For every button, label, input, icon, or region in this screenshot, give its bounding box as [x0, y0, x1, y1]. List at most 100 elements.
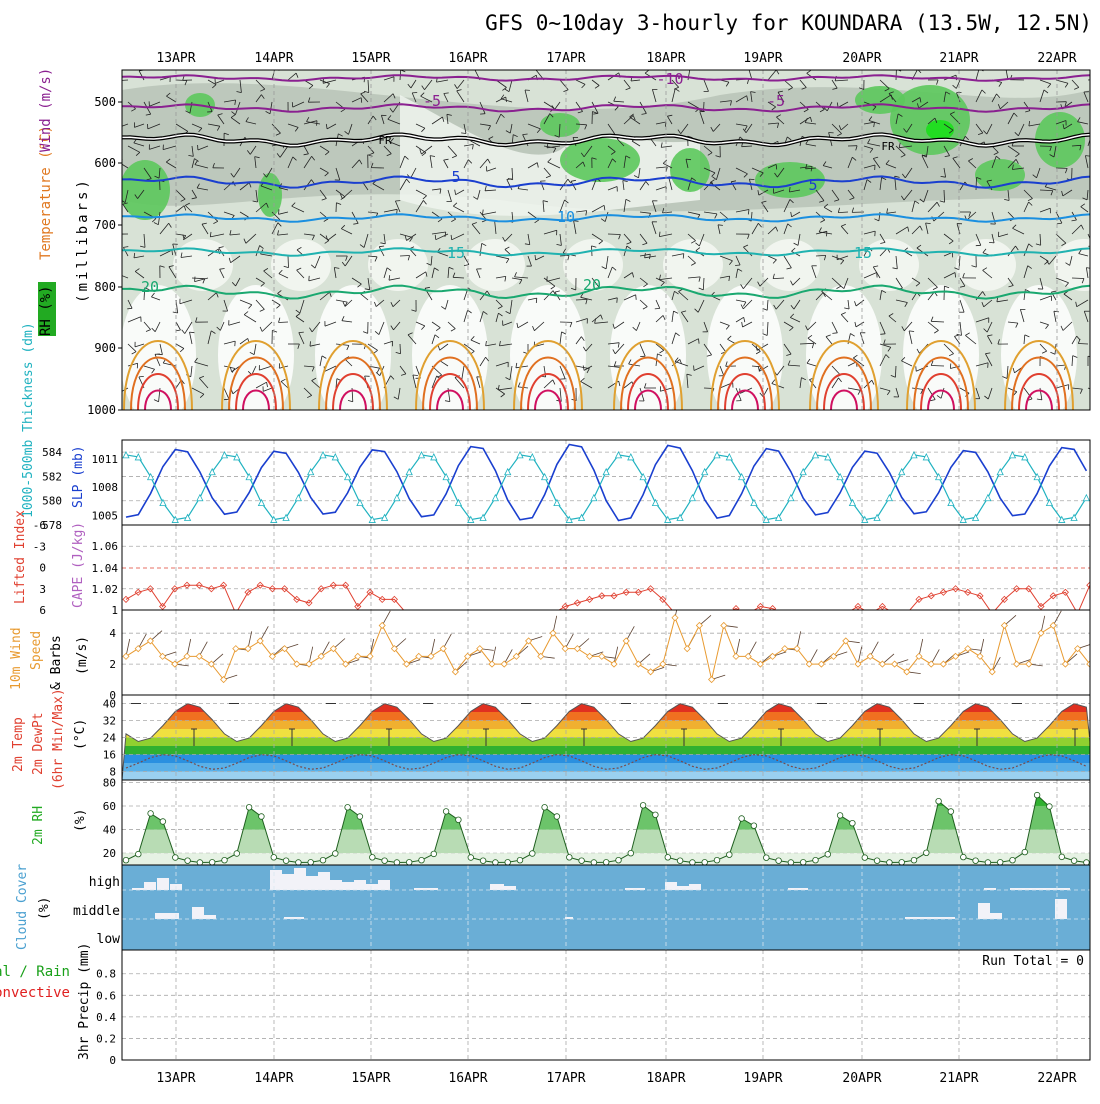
cape-tick: 1.06	[92, 540, 119, 553]
bottom-date-20APR: 20APR	[842, 1071, 881, 1086]
wind-speed-marker	[892, 661, 898, 667]
cloud-middle-bar	[204, 915, 216, 919]
slp-marker	[985, 495, 991, 501]
wind-barb-flag	[636, 295, 637, 300]
rh-marker	[456, 817, 462, 823]
upper-y-label: (millibars)	[75, 177, 91, 303]
rh-marker	[505, 860, 511, 866]
precip-label-rain: tal / Rain	[0, 964, 70, 980]
wind-speed-marker	[611, 661, 617, 667]
cloud-high-bar	[788, 888, 808, 890]
cloud-background	[122, 865, 1090, 950]
top-date-16APR: 16APR	[448, 51, 487, 66]
rh-marker	[936, 798, 942, 804]
rh-marker	[308, 860, 314, 866]
rh-marker	[406, 860, 412, 866]
wind-speed-marker	[867, 653, 873, 659]
pressure-tick-500: 500	[94, 95, 116, 109]
rh-marker	[837, 813, 843, 819]
cape-frame	[122, 525, 1090, 610]
wind-barb-flag	[749, 179, 754, 180]
precip-tick: 0.4	[96, 1011, 116, 1024]
rh-marker	[997, 860, 1003, 866]
wind-speed-marker	[318, 653, 324, 659]
top-date-20APR: 20APR	[842, 51, 881, 66]
rh-band	[122, 830, 1090, 854]
rh-marker	[136, 851, 142, 857]
top-date-15APR: 15APR	[351, 51, 390, 66]
temp-label-b: 2m DewPt	[31, 712, 46, 775]
pressure-tick-900: 900	[94, 341, 116, 355]
wind-speed-marker	[709, 677, 715, 683]
rh-band	[122, 794, 1090, 806]
bottom-date-17APR: 17APR	[546, 1071, 585, 1086]
precip-tick: 0.8	[96, 968, 116, 981]
rh-marker	[973, 858, 979, 864]
wind-speed-marker	[953, 653, 959, 659]
li-tick: -3	[33, 540, 46, 553]
rh-marker	[197, 860, 203, 866]
temp-tick: 16	[103, 749, 116, 762]
bottom-date-13APR: 13APR	[156, 1071, 195, 1086]
rh-marker	[234, 851, 240, 857]
slp-tick: 1008	[92, 481, 119, 494]
rh-marker	[1059, 854, 1065, 860]
rh-marker	[246, 805, 252, 811]
slp-marker	[492, 495, 498, 501]
rh-shading	[120, 70, 1100, 425]
isotherm-label: 20	[141, 278, 159, 296]
cloud-label: Cloud Cover	[15, 864, 30, 950]
lifted-index-label: Lifted Index	[13, 510, 28, 604]
rh-marker	[1071, 858, 1077, 864]
rh-tick: 80	[103, 776, 116, 789]
rh-label: 2m RH	[31, 806, 46, 845]
rh-marker	[209, 860, 215, 866]
thickness-line	[126, 445, 1086, 521]
pressure-tick-600: 600	[94, 156, 116, 170]
wind-barb	[279, 322, 289, 323]
rh-marker	[961, 854, 967, 860]
wind-speed-marker	[245, 646, 251, 652]
wind-speed-marker	[367, 653, 373, 659]
wind-barb-flag	[1096, 393, 1099, 397]
slp-marker	[1083, 495, 1089, 501]
rh-dry-pocket	[271, 239, 331, 291]
rh-marker	[603, 860, 609, 866]
wind-unit: (m/s)	[75, 636, 90, 675]
cloud-high-bar	[665, 882, 677, 890]
li-tick: 3	[39, 583, 46, 596]
rh-marker	[788, 860, 794, 866]
wind-speed-marker	[428, 653, 434, 659]
rh-marker	[333, 851, 339, 857]
rh-marker	[800, 860, 806, 866]
cape-grid	[122, 525, 1090, 610]
rh-marker	[493, 860, 499, 866]
cloud-high-tick: high	[89, 875, 120, 890]
rh-marker	[899, 860, 905, 866]
rh-marker	[1034, 792, 1040, 798]
wind-barb	[288, 256, 289, 268]
rh-marker	[690, 860, 696, 866]
rh-marker	[665, 855, 671, 861]
thickness-frame	[122, 440, 1090, 525]
rh-marker	[640, 803, 646, 809]
wind-grid	[122, 610, 1090, 695]
wind-barb-flag	[413, 375, 418, 376]
wind-speed-marker	[416, 653, 422, 659]
precip-panel: 0.80.60.40.20 Run Total = 0 tal / Rain C…	[0, 943, 1090, 1067]
wind10m-barbs	[126, 600, 1100, 679]
slp-marker	[197, 495, 203, 501]
temp-band	[122, 704, 1090, 713]
bottom-date-21APR: 21APR	[939, 1071, 978, 1086]
isotherm-label: 10	[557, 208, 575, 226]
rh-marker	[283, 858, 289, 864]
wind-speed-markers	[123, 615, 1093, 683]
cloud-middle-bar	[167, 913, 179, 919]
wind-speed-marker	[1026, 661, 1032, 667]
bottom-date-16APR: 16APR	[448, 1071, 487, 1086]
rh-marker	[567, 855, 573, 861]
li-tick: -6	[33, 519, 46, 532]
wind-speed-marker	[623, 638, 629, 644]
wind-barb-flag	[299, 332, 304, 333]
wind-barb	[1072, 278, 1084, 279]
